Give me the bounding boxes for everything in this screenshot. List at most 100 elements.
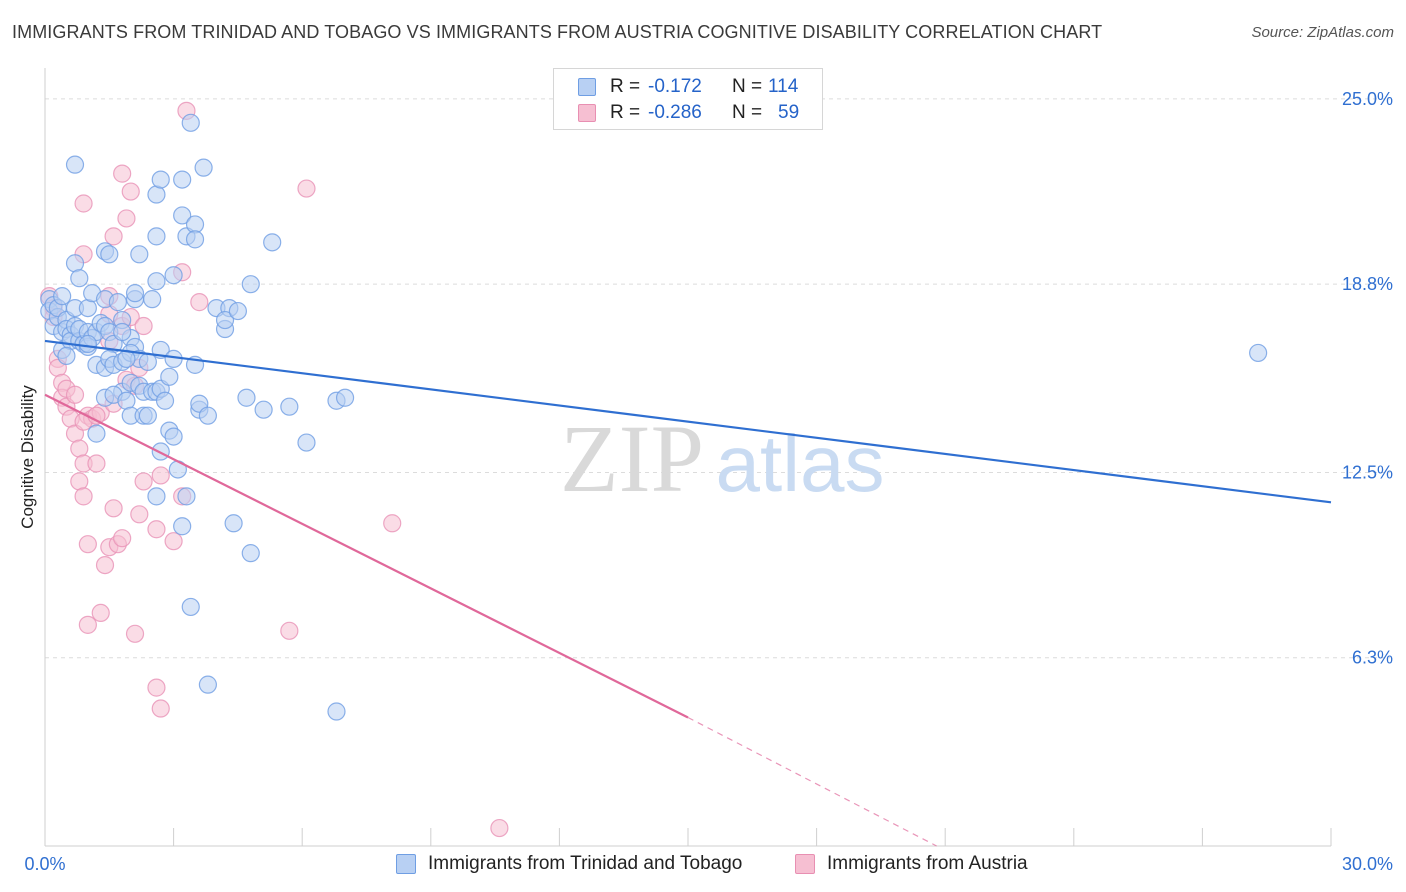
watermark-zip: ZIP	[560, 405, 704, 512]
trinidad-point	[185, 230, 205, 249]
austria-point	[190, 293, 209, 312]
austria-point	[65, 385, 85, 404]
bottom-legend-label: Immigrants from Austria	[827, 853, 1028, 874]
trinidad-point	[177, 487, 196, 506]
bottom-legend-swatch-pink	[795, 854, 815, 874]
x-tick-label: 0.0%	[24, 854, 65, 874]
legend-n-label: N =	[732, 102, 763, 123]
legend-row-austria: R = -0.286 N = 59	[578, 101, 799, 125]
trinidad-point	[78, 334, 97, 354]
watermark: ZIP atlas	[560, 405, 884, 512]
trinidad-point	[160, 367, 179, 386]
trinidad-point	[280, 397, 299, 416]
source-label: Source: ZipAtlas.com	[1251, 24, 1394, 41]
austria-point	[490, 818, 509, 838]
trinidad-point	[173, 206, 192, 225]
trinidad-point	[241, 275, 260, 294]
bottom-legend-austria: Immigrants from Austria	[795, 852, 1028, 876]
y-tick-label: 25.0%	[1342, 89, 1393, 109]
trinidad-point	[241, 544, 260, 563]
trinidad-point	[138, 406, 157, 425]
trinidad-point	[1249, 343, 1268, 363]
grid-lines	[45, 98, 1390, 659]
trinidad-point	[215, 310, 235, 330]
trinidad-point	[147, 185, 166, 204]
legend-n-value: 114	[768, 76, 799, 97]
austria-point	[383, 514, 402, 533]
trinidad-point	[164, 266, 183, 285]
bottom-legend-swatch-blue	[396, 854, 416, 874]
trinidad-point	[198, 406, 217, 425]
trinidad-point	[181, 597, 200, 617]
austria-point	[151, 466, 170, 485]
trinidad-point	[181, 113, 200, 132]
austria-point	[74, 194, 93, 213]
trinidad-point	[147, 272, 166, 291]
legend-row-trinidad: R = -0.172 N = 114	[578, 75, 798, 99]
trinidad-trend-line	[44, 339, 1332, 504]
austria-point	[121, 182, 140, 201]
legend-r-label: R =	[610, 102, 641, 123]
trinidad-point	[164, 427, 183, 446]
trinidad-point	[155, 391, 175, 410]
trinidad-point	[254, 400, 273, 419]
austria-point	[297, 179, 316, 198]
trinidad-point	[143, 290, 162, 309]
trinidad-point	[194, 158, 213, 177]
trinidad-point	[237, 388, 256, 407]
chart-title: IMMIGRANTS FROM TRINIDAD AND TOBAGO VS I…	[12, 22, 1103, 42]
austria-trend-line-extension	[687, 716, 937, 847]
austria-point	[78, 615, 97, 634]
trinidad-point	[65, 254, 85, 273]
x-tick-label: 30.0%	[1342, 854, 1393, 874]
axes	[44, 68, 1332, 847]
y-tick-label: 12.5%	[1342, 462, 1393, 482]
bottom-legend-trinidad: Immigrants from Trinidad and Tobago	[396, 852, 742, 876]
tick-labels: 6.3% 12.5% 18.8% 25.0% 0.0% 30.0%	[24, 89, 1393, 874]
trinidad-point	[198, 675, 217, 694]
trinidad-point	[130, 245, 149, 264]
austria-point	[280, 621, 299, 640]
y-tick-label: 18.8%	[1342, 274, 1393, 294]
trinidad-point	[151, 442, 170, 461]
trinidad-point	[78, 298, 97, 318]
trinidad-point	[335, 388, 355, 407]
stats-legend: R = -0.172 N = 114 R = -0.286 N = 59	[553, 68, 823, 130]
trend-lines	[44, 339, 1332, 847]
series-austria-points	[40, 101, 509, 838]
trinidad-point	[70, 269, 89, 288]
austria-point	[113, 164, 132, 183]
trinidad-point	[228, 301, 247, 321]
trinidad-point	[147, 487, 166, 506]
bottom-legend-label: Immigrants from Trinidad and Tobago	[428, 853, 743, 874]
trinidad-point	[297, 433, 316, 452]
trinidad-point	[173, 170, 192, 189]
trinidad-point	[327, 702, 346, 721]
trinidad-point	[87, 424, 106, 443]
austria-point	[147, 678, 166, 697]
austria-point	[78, 535, 97, 554]
trinidad-point	[138, 352, 157, 371]
austria-point	[151, 699, 170, 718]
austria-point	[87, 454, 106, 473]
trinidad-point	[224, 514, 243, 533]
trinidad-point	[117, 391, 136, 410]
austria-point	[95, 555, 115, 575]
austria-trend-line	[44, 393, 689, 719]
legend-r-value: -0.286	[648, 102, 702, 123]
austria-point	[104, 499, 123, 518]
legend-swatch-blue	[578, 78, 596, 96]
legend-r-value: -0.172	[648, 76, 702, 97]
watermark-atlas: atlas	[716, 419, 885, 508]
austria-point	[134, 472, 153, 491]
austria-point	[164, 532, 183, 551]
austria-point	[70, 439, 89, 458]
trinidad-point	[173, 517, 192, 536]
trinidad-point	[263, 233, 282, 252]
austria-point	[134, 316, 153, 336]
trinidad-point	[65, 155, 85, 174]
austria-point	[91, 603, 110, 623]
series-trinidad-points	[40, 113, 1268, 721]
austria-point	[117, 209, 136, 228]
